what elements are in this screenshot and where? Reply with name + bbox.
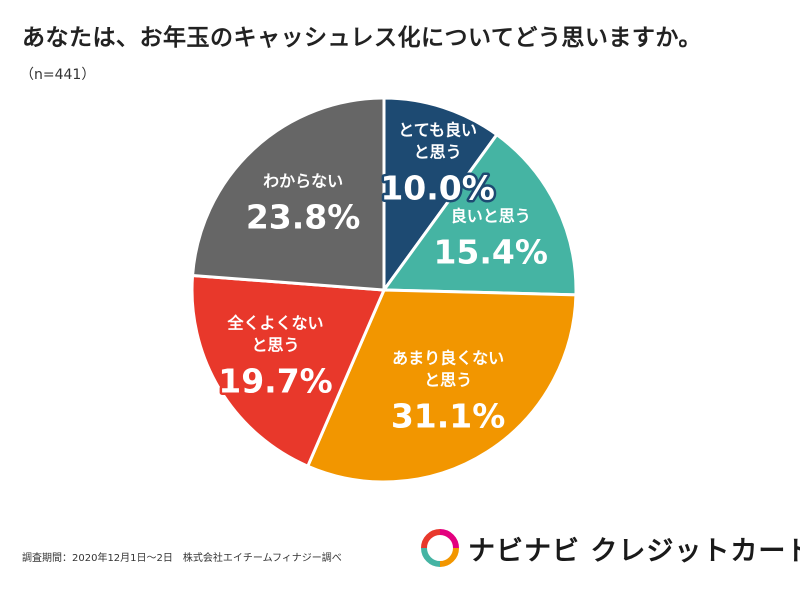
- slice-label-0-line-1: と思う: [414, 142, 462, 161]
- pie-slice-3: [190, 274, 386, 468]
- footnote: 調査期間：2020年12月1日〜2日 株式会社エイチームフィナジー調べ: [22, 553, 342, 564]
- pie-slices: [190, 96, 578, 484]
- slice-value-3: 19.7%: [218, 362, 333, 401]
- pie-slice-1: [382, 133, 578, 297]
- pie-slice-2: [306, 288, 578, 484]
- slice-label-0-line-0: とても良い: [398, 120, 477, 139]
- pie-slice-4: [191, 96, 386, 292]
- sample-size: （n=441）: [20, 67, 96, 83]
- slice-value-1: 15.4%: [433, 232, 548, 271]
- brand-name: ナビナビ クレジットカード: [468, 535, 800, 567]
- pie-labels: とても良いと思う10.0%良いと思う15.4%あまり良くないと思う31.1%全く…: [216, 118, 548, 435]
- slice-value-4: 23.8%: [246, 198, 361, 237]
- pie-slice-0: [382, 96, 499, 292]
- slice-value-2: 31.1%: [391, 396, 506, 435]
- slice-label-3-line-0: 全くよくない: [226, 314, 323, 333]
- chart-title: あなたは、お年玉のキャッシュレス化についてどう思いますか。: [22, 25, 702, 51]
- brand-logo: ナビナビ クレジットカード: [420, 528, 800, 568]
- slice-label-2-line-1: と思う: [424, 370, 472, 389]
- slice-label-1-line-0: 良いと思う: [451, 206, 531, 225]
- slice-label-2-line-0: あまり良くない: [392, 348, 504, 367]
- slice-value-0: 10.0%: [380, 168, 495, 207]
- navinavi-logo-icon: [421, 529, 459, 567]
- slice-label-4-line-0: わからない: [263, 172, 343, 191]
- slice-label-3-line-1: と思う: [251, 336, 299, 355]
